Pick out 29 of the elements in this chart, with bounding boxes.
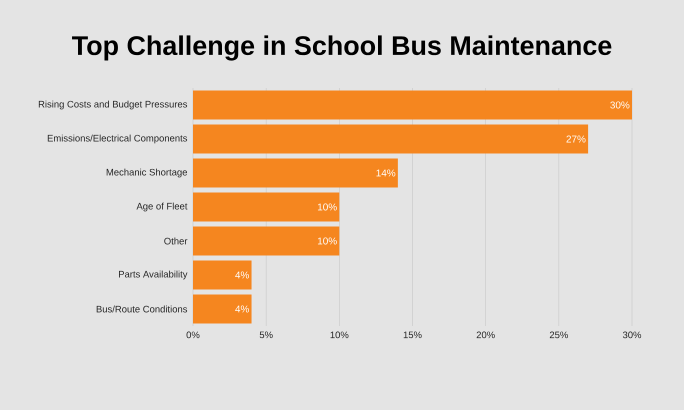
x-tick-label: 5% [260,332,273,338]
data-label: 10% [318,203,337,211]
bar [193,294,252,324]
bar [193,90,632,120]
x-tick-label: 15% [404,332,422,338]
y-tick-label: Mechanic Shortage [106,168,188,178]
y-tick-label: Parts Availability [119,270,188,280]
x-tick-label: 30% [622,332,642,338]
bar [193,124,588,154]
bar [193,260,252,290]
x-tick-label: 20% [476,332,495,338]
x-tick-label: 25% [550,332,568,338]
data-label: 10% [318,237,337,245]
x-tick-label: 10% [330,332,348,338]
data-label: 30% [610,101,630,109]
data-label: 27% [566,136,586,143]
y-tick-label: Age of Fleet [136,202,188,212]
y-tick-label: Rising Costs and Budget Pressures [38,100,188,110]
data-label: 4% [235,306,249,312]
y-tick-label: Bus/Route Conditions [96,306,188,312]
y-tick-label: Emissions/Electrical Components [48,134,188,144]
bar [193,192,340,222]
y-tick-label: Other [164,238,188,244]
x-tick-label: 0% [186,332,200,338]
bar [193,226,340,256]
chart-title: Top Challenge in School Bus Maintenance [72,35,612,61]
data-label: 14% [376,170,396,176]
bar [193,158,398,188]
data-label: 4% [235,272,249,278]
